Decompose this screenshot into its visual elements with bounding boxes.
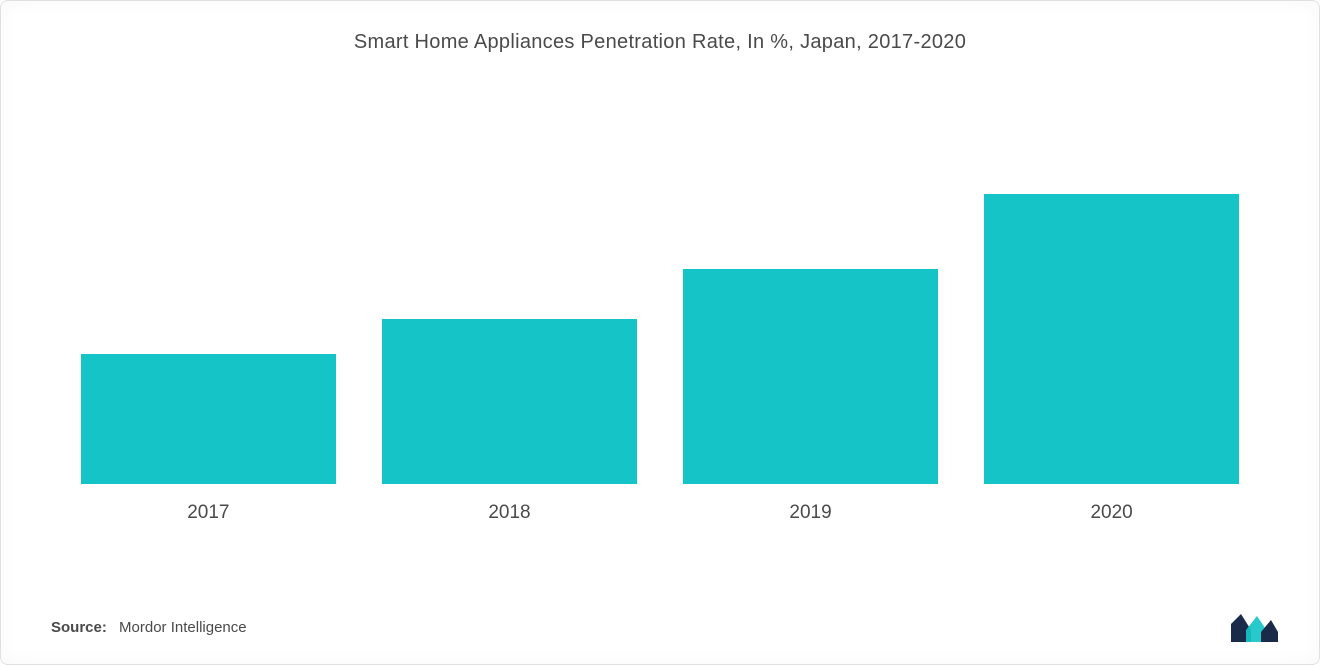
bar-1	[382, 319, 637, 484]
chart-container: Smart Home Appliances Penetration Rate, …	[0, 0, 1320, 665]
x-label-3: 2020	[984, 502, 1239, 524]
x-axis-labels: 2017 2018 2019 2020	[61, 502, 1259, 524]
bar-group-0	[81, 354, 336, 484]
bar-3	[984, 194, 1239, 484]
chart-title: Smart Home Appliances Penetration Rate, …	[41, 31, 1279, 54]
bar-group-2	[683, 269, 938, 484]
source-value: Mordor Intelligence	[119, 619, 247, 636]
bar-0	[81, 354, 336, 484]
bar-2	[683, 269, 938, 484]
bars-row	[61, 94, 1259, 484]
bar-group-3	[984, 194, 1239, 484]
x-label-1: 2018	[382, 502, 637, 524]
x-label-0: 2017	[81, 502, 336, 524]
bar-group-1	[382, 319, 637, 484]
mordor-logo-icon	[1229, 610, 1279, 646]
source-label: Source:	[51, 619, 107, 636]
source-line: Source: Mordor Intelligence	[51, 619, 247, 636]
chart-area: 2017 2018 2019 2020	[61, 94, 1259, 524]
x-label-2: 2019	[683, 502, 938, 524]
